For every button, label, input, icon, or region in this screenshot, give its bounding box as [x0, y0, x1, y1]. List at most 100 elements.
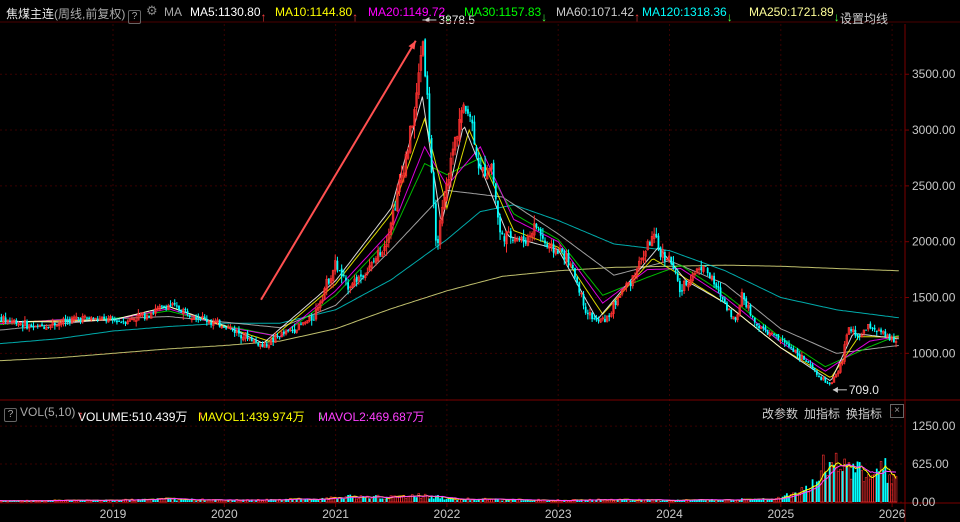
- candle-body-up: [453, 136, 457, 151]
- volume-bar-up: [772, 499, 776, 503]
- candle-body-down: [678, 281, 681, 293]
- candle-body-up: [27, 324, 31, 329]
- candle-body-up: [513, 238, 517, 242]
- volume-bar-up: [265, 498, 268, 503]
- volume-bar-down: [732, 500, 735, 502]
- volume-bar-down: [828, 462, 831, 502]
- volume-bar-up: [830, 462, 834, 503]
- volume-bar-down: [462, 498, 465, 502]
- volume-bar-up: [0, 500, 3, 503]
- axes: 3500.00 3000.00 2500.00 2000.00 1500.00 1000.…: [0, 21, 960, 522]
- volume-bar-down: [621, 498, 623, 502]
- volume-bar-down: [693, 499, 696, 502]
- volume-bar-down: [803, 490, 805, 502]
- volume-bar-up: [612, 500, 615, 503]
- add-indicator-button[interactable]: 加指标: [804, 407, 841, 421]
- volume-bar-down: [833, 464, 835, 502]
- candle-body-up: [12, 319, 16, 323]
- candle-body-down: [77, 317, 80, 319]
- candle-body-down: [64, 318, 67, 322]
- volume-bar-down: [758, 498, 760, 502]
- candle-body-down: [278, 337, 281, 339]
- candle-body-down: [721, 296, 724, 300]
- candle-body-up: [682, 280, 686, 291]
- volume-bar-down: [580, 500, 583, 502]
- volume-bar-down: [533, 499, 536, 502]
- volume-bar-up: [807, 490, 810, 503]
- volume-bar-down: [268, 499, 270, 502]
- volume-bar-down: [340, 497, 343, 502]
- volume-bar-down: [661, 500, 664, 502]
- candle-body-up: [408, 125, 412, 153]
- candle-body-down: [148, 315, 150, 318]
- candle-body-down: [563, 250, 566, 260]
- candle-body-up: [646, 241, 649, 251]
- candle-body-up: [158, 305, 161, 310]
- volume-bar-down: [616, 499, 619, 502]
- ma-value-item: MA10:1144.80 ↑: [275, 5, 359, 24]
- candle-body-down: [223, 326, 225, 328]
- volume-bar-down: [751, 499, 754, 502]
- candle-body-up: [702, 266, 705, 272]
- ma-value-item: MA30:1157.83 ↓: [464, 5, 548, 24]
- candle-body-up: [349, 286, 352, 289]
- candle-body-down: [205, 318, 208, 322]
- gear-icon[interactable]: ⚙: [146, 3, 158, 18]
- volume-bar-down: [182, 499, 185, 502]
- volume-bar-down: [634, 500, 636, 502]
- volume-bar-down: [321, 497, 324, 502]
- candle-body-down: [492, 162, 495, 183]
- volume-bar-up: [124, 498, 127, 503]
- volume-bar-down: [94, 500, 97, 502]
- candle-body-up: [235, 330, 238, 334]
- candle-body-down: [15, 320, 18, 325]
- volume-bar-down: [68, 500, 71, 502]
- change-params-button[interactable]: 改参数: [762, 407, 799, 421]
- candle-body-down: [464, 105, 467, 112]
- candle-body-up: [601, 317, 605, 320]
- volume-bar-down: [708, 500, 711, 502]
- annotations: 3878.5 709.0: [260, 13, 879, 397]
- volume-bar-up: [404, 498, 408, 503]
- year-tick-label: 2020: [211, 507, 238, 521]
- candle-body-down: [717, 285, 720, 289]
- volume-bar-up: [389, 495, 393, 503]
- switch-indicator-button[interactable]: 换指标: [846, 407, 883, 421]
- volume-bar-up: [212, 499, 215, 503]
- candle-body-down: [685, 280, 688, 286]
- candle-body-down: [552, 244, 555, 253]
- volume-bar-up: [370, 498, 373, 503]
- candle-body-up: [530, 233, 534, 238]
- candle-body-up: [212, 322, 215, 326]
- candle-body-up: [128, 317, 131, 322]
- volume-bar-up: [160, 497, 164, 503]
- volume-bar-up: [237, 500, 241, 503]
- volume-bar-down: [137, 499, 140, 502]
- candle-body-up: [94, 317, 97, 320]
- volume-bar-up: [466, 497, 470, 503]
- volume-bar-up: [301, 500, 305, 503]
- volume-bar-down: [173, 498, 176, 502]
- candle-body-up: [182, 308, 185, 314]
- volume-bar-down: [315, 499, 317, 502]
- volume-bar-up: [453, 499, 457, 503]
- volume-bar-down: [531, 500, 534, 502]
- candle-body-up: [242, 336, 245, 341]
- candle-body-up: [779, 339, 782, 342]
- grid-lines: [0, 24, 905, 503]
- close-icon[interactable]: ×: [890, 404, 904, 418]
- volume-bar-down: [811, 479, 814, 502]
- volume-bar-up: [246, 499, 249, 503]
- volume-bar-up: [867, 474, 870, 503]
- candle-body-up: [610, 313, 613, 317]
- candle-body-up: [839, 363, 842, 373]
- volume-bar-up: [486, 499, 489, 503]
- ma-value-item: MA120:1318.36 ↓: [642, 5, 733, 24]
- candle-body-down: [745, 298, 748, 308]
- candle-body-down: [426, 75, 429, 95]
- volume-bar-down: [413, 495, 416, 502]
- volume-bar-down: [111, 500, 114, 502]
- volume-bar-down: [342, 498, 345, 502]
- candle-body-down: [734, 317, 737, 321]
